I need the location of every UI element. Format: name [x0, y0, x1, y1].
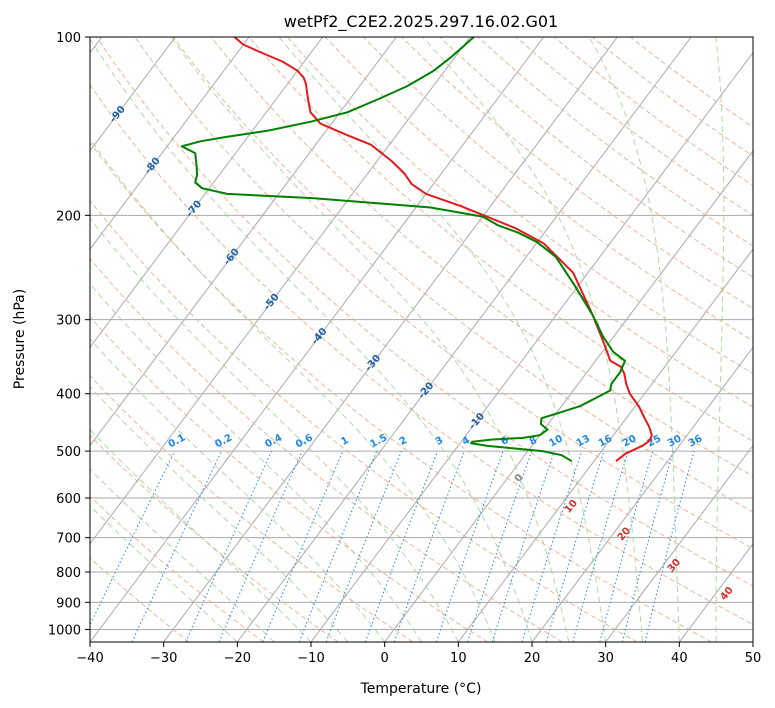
- mixing-ratio-line: [393, 450, 465, 642]
- moist-adiabat-line: [278, 37, 607, 642]
- mixing-ratio-label: 3: [434, 435, 445, 448]
- mixing-ratio-line: [572, 450, 629, 642]
- mixing-ratio-line: [621, 450, 674, 642]
- dry-adiabat-line: [210, 37, 753, 477]
- sounding-profiles: [180, 37, 653, 463]
- chart-title: wetPf2_C2E2.2025.297.16.02.G01: [284, 12, 558, 32]
- x-tick-label: −20: [224, 651, 251, 666]
- isotherm-line: [457, 248, 753, 642]
- dry-adiabat-line: [172, 37, 753, 513]
- x-tick-label: 0: [381, 651, 389, 666]
- mixing-ratio-label: 4: [460, 435, 471, 448]
- isotherm-line: [605, 444, 753, 642]
- y-tick-label: 800: [56, 566, 81, 581]
- mixing-ratio-line: [325, 450, 402, 642]
- moist-adiabat-line: [90, 37, 533, 642]
- isotherm-line: [90, 37, 324, 349]
- x-tick-label: 40: [671, 651, 688, 666]
- mixing-ratio-line: [644, 450, 695, 642]
- isotherm-line: [90, 37, 471, 545]
- y-tick-label: 100: [56, 31, 81, 46]
- dry-adiabat-line: [90, 257, 563, 642]
- x-tick-label: 10: [450, 651, 467, 666]
- mixing-ratio-line: [491, 450, 555, 642]
- plot-frame: [89, 36, 754, 643]
- mixing-ratio-lines: [90, 450, 695, 642]
- dry-adiabat-line: [90, 199, 638, 642]
- moist-adiabat-line: [715, 37, 725, 642]
- isotherm-line: [236, 37, 692, 642]
- mixing-ratio-label: 1: [339, 435, 350, 448]
- x-tick-label: −30: [150, 651, 177, 666]
- dry-adiabat-line: [134, 37, 753, 550]
- isotherm-line: [163, 37, 618, 642]
- y-tick-label: 300: [56, 314, 81, 329]
- plot-area: -100-90-80-70-60-50-40-30-20-100.10.20.4…: [90, 37, 753, 642]
- moist-adiabat-line: [90, 138, 496, 642]
- y-tick-label: 200: [56, 209, 81, 224]
- moist-adiabat-line: [588, 37, 680, 642]
- dewpoint-profile-line: [180, 37, 626, 463]
- dry-adiabat-line: [90, 557, 190, 642]
- mixing-ratio-label: 8: [528, 435, 539, 448]
- x-tick-label: −10: [297, 651, 324, 666]
- mixing-ratio-label: 6: [499, 435, 510, 448]
- mixing-ratio-line: [262, 450, 344, 642]
- x-axis-ticks: −40 −30 −20 −10 0 10 20 30 40 50: [76, 642, 761, 666]
- mixing-ratio-line: [185, 450, 272, 642]
- isotherm-line: [90, 37, 545, 642]
- moist-adiabat-line: [90, 468, 275, 642]
- y-tick-label: 1000: [48, 623, 81, 638]
- y-tick-label: 500: [56, 445, 81, 460]
- mixing-ratio-line: [90, 450, 176, 626]
- moist-adiabat-line: [90, 338, 386, 642]
- y-tick-label: 600: [56, 492, 81, 507]
- x-tick-label: 20: [524, 651, 541, 666]
- mixing-ratio-label: 2: [398, 435, 409, 448]
- mixing-ratio-line: [599, 450, 654, 642]
- moist-adiabat-line: [90, 282, 422, 642]
- isotherm-line: [90, 37, 176, 152]
- y-axis-ticks: 100 200 300 400 500 600 700 800 900 1000: [48, 31, 90, 638]
- moist-adiabat-line: [90, 386, 349, 642]
- y-tick-label: 400: [56, 388, 81, 403]
- mixing-ratio-line: [218, 450, 303, 642]
- mixing-ratio-line: [467, 450, 533, 642]
- dry-adiabat-line: [90, 434, 339, 642]
- x-tick-label: 50: [745, 651, 762, 666]
- dry-adiabat-line: [363, 37, 753, 342]
- x-tick-label: −40: [76, 651, 103, 666]
- moist-adiabat-line: [170, 37, 570, 642]
- moist-adiabat-line: [90, 217, 459, 642]
- dry-adiabat-line: [90, 84, 753, 625]
- dry-adiabat-line: [90, 316, 488, 642]
- mixing-ratio-line: [521, 450, 583, 642]
- mixing-ratio-line: [435, 450, 504, 642]
- isotherm-grid: [90, 37, 753, 642]
- y-tick-label: 900: [56, 596, 81, 611]
- moist-adiabats: [90, 37, 725, 642]
- moist-adiabat-line: [422, 37, 643, 642]
- y-tick-label: 700: [56, 532, 81, 547]
- isotherm-line: [90, 37, 397, 447]
- isotherm-line: [384, 150, 753, 642]
- x-axis-label: Temperature (°C): [360, 681, 482, 697]
- x-tick-label: 30: [597, 651, 614, 666]
- temperature-profile-line: [233, 37, 653, 462]
- isotherm-line: [90, 37, 250, 250]
- mixing-ratio-line: [364, 450, 439, 642]
- dry-adiabat-line: [401, 37, 753, 310]
- dry-adiabat-line: [248, 37, 753, 442]
- moist-adiabat-line: [90, 505, 238, 642]
- mixing-ratio-line: [298, 450, 378, 642]
- isotherm-line: [531, 346, 753, 642]
- y-axis-label: Pressure (hPa): [12, 289, 28, 389]
- mixing-ratio-line: [545, 450, 605, 642]
- moist-adiabat-line: [90, 428, 312, 642]
